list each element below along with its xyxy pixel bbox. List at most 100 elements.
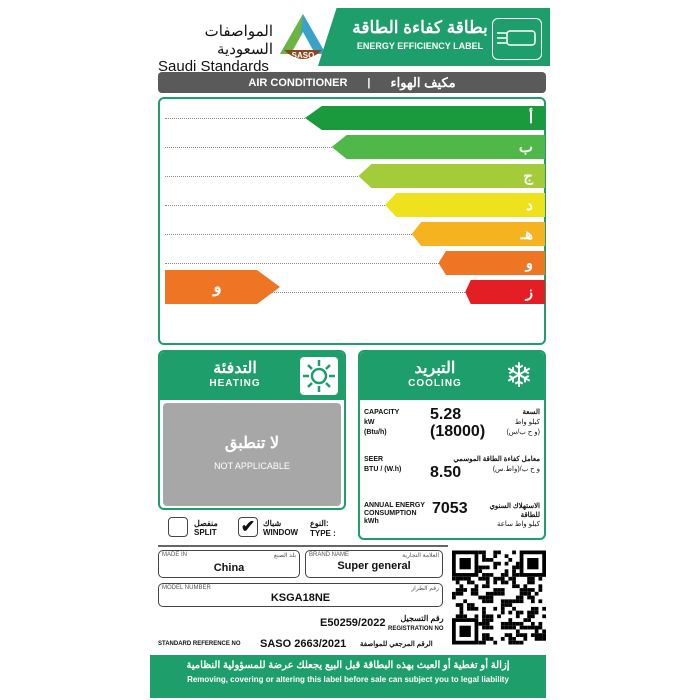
rating-guide-line bbox=[165, 147, 332, 148]
rating-arrow: ب bbox=[331, 135, 545, 159]
footer-warning: إزالة أو تغطية أو العبث بهذه البطاقة قبل… bbox=[150, 655, 546, 698]
cooling-panel: التبريد COOLING ❄ CAPACITY kW (Btu/h) 5.… bbox=[358, 350, 546, 540]
selected-rating-pointer: و bbox=[165, 270, 280, 304]
window-en: WINDOW bbox=[263, 528, 299, 537]
capacity-label: CAPACITY bbox=[364, 409, 400, 416]
sun-icon bbox=[300, 357, 338, 395]
rating-label: هـ bbox=[520, 226, 533, 243]
annual-value: 7053 bbox=[432, 500, 468, 517]
standard-label: STANDARD REFERENCE NO bbox=[158, 641, 241, 647]
seer-label-ar: معامل كفاءة الطاقة الموسمي bbox=[453, 456, 540, 463]
capacity-unit-btuh: (Btu/h) bbox=[364, 429, 387, 436]
made-in-label: MADE IN bbox=[162, 552, 188, 558]
label-title-en: ENERGY EFFICIENCY LABEL bbox=[356, 41, 484, 51]
qr-code[interactable] bbox=[452, 550, 546, 645]
na-en: NOT APPLICABLE bbox=[214, 461, 290, 471]
category-bar: AIR CONDITIONER | مكيف الهواء bbox=[158, 72, 546, 93]
rating-guide-line bbox=[165, 176, 359, 177]
annual-unit: kWh bbox=[364, 518, 379, 525]
made-in-value: China bbox=[213, 562, 245, 574]
heating-not-applicable: لا تنطبق NOT APPLICABLE bbox=[163, 403, 341, 506]
divider bbox=[158, 545, 448, 547]
made-in-field: MADE IN بلد الصنع China bbox=[158, 550, 300, 578]
window-ar: شباك bbox=[263, 519, 282, 528]
seer-label: SEER bbox=[364, 456, 384, 463]
type-ar: النوع: bbox=[310, 519, 329, 528]
type-label: النوع: TYPE : bbox=[310, 519, 336, 539]
registration-label: رقم التسجيل REGISTRATION NO bbox=[388, 614, 444, 634]
rating-arrow: ج bbox=[358, 164, 545, 188]
capacity-unit-ar: كيلو واط bbox=[514, 419, 540, 426]
seer-value: 8.50 bbox=[430, 464, 462, 481]
org-name: المواصفات السعودية Saudi Standards bbox=[158, 22, 273, 75]
registration-value: E50259/2022 bbox=[320, 617, 386, 629]
model-label-ar: رقم الطراز bbox=[411, 586, 439, 592]
rating-label: د bbox=[526, 197, 533, 214]
annual-unit-ar: كيلو واط ساعة bbox=[497, 521, 540, 528]
category-en: AIR CONDITIONER bbox=[248, 76, 348, 89]
footer-ar: إزالة أو تغطية أو العبث بهذه البطاقة قبل… bbox=[186, 660, 510, 671]
model-field: MODEL NUMBER رقم الطراز KSGA18NE bbox=[158, 583, 443, 607]
split-checkbox[interactable] bbox=[168, 517, 188, 537]
brand-label-ar: العلامة التجارية bbox=[402, 553, 439, 559]
rating-label: ب bbox=[518, 139, 533, 156]
annual-label-2: CONSUMPTION bbox=[364, 510, 417, 517]
rating-arrow: و bbox=[438, 251, 545, 275]
annual-label-ar: الاستهلاك السنوي للطاقة bbox=[489, 503, 540, 519]
rating-label: و bbox=[525, 255, 533, 272]
capacity-kw-value: 5.28 bbox=[430, 406, 462, 423]
label-title-ar: بطاقة كفاءة الطاقة bbox=[352, 18, 488, 37]
annual-label-1: ANNUAL ENERGY bbox=[364, 502, 425, 509]
label-title: بطاقة كفاءة الطاقة ENERGY EFFICIENCY LAB… bbox=[350, 18, 490, 51]
heating-title-en: HEATING bbox=[209, 378, 261, 389]
capacity-unit-kw: kW bbox=[364, 419, 375, 426]
capacity-unit2-ar: (و ح ب/س) bbox=[506, 429, 540, 436]
rating-guide-line bbox=[165, 234, 412, 235]
seer-unit-ar: و ح ب/(واط.س) bbox=[492, 466, 540, 473]
window-checkbox[interactable]: ✔ bbox=[238, 517, 258, 537]
cooling-values: CAPACITY kW (Btu/h) 5.28 (18000) السعة ك… bbox=[360, 400, 544, 538]
selected-rating-label: و bbox=[213, 277, 222, 296]
rating-arrow: ز bbox=[465, 280, 545, 304]
rating-guide-line bbox=[165, 118, 305, 119]
brand-value: Super general bbox=[337, 560, 411, 572]
saso-logo: SASO bbox=[278, 12, 328, 62]
na-ar: لا تنطبق bbox=[224, 435, 280, 452]
rating-label: أ bbox=[528, 110, 533, 127]
window-label: شباك WINDOW bbox=[263, 519, 298, 537]
footer-en: Removing, covering or altering this labe… bbox=[187, 675, 509, 684]
rating-label: ج bbox=[523, 168, 533, 185]
category-separator: | bbox=[367, 76, 371, 89]
split-ar: منفصل bbox=[194, 519, 218, 528]
org-name-ar: المواصفات السعودية bbox=[204, 23, 273, 58]
model-value: KSGA18NE bbox=[270, 592, 331, 604]
rating-arrow: أ bbox=[305, 106, 545, 130]
brand-label: BRAND NAME bbox=[309, 552, 350, 558]
heating-panel: التدفئة HEATING لا تنطبق NOT APPLICABLE bbox=[158, 350, 346, 510]
standard-value: SASO 2663/2021 bbox=[260, 638, 347, 650]
capacity-btuh-value: (18000) bbox=[430, 423, 486, 440]
made-in-label-ar: بلد الصنع bbox=[273, 553, 296, 559]
label-header bbox=[318, 8, 550, 66]
registration-ar: رقم التسجيل bbox=[400, 614, 444, 623]
svg-text:SASO: SASO bbox=[292, 51, 315, 60]
model-label: MODEL NUMBER bbox=[162, 585, 211, 591]
air-conditioner-icon bbox=[492, 18, 542, 60]
rating-arrow: د bbox=[385, 193, 545, 217]
org-name-en: Saudi Standards bbox=[158, 58, 269, 75]
rating-arrow: هـ bbox=[411, 222, 545, 246]
cooling-title-ar: التبريد bbox=[414, 360, 456, 377]
registration-en: REGISTRATION NO bbox=[388, 626, 444, 632]
rating-guide-line bbox=[165, 263, 439, 264]
split-label: منفصل SPLIT bbox=[194, 519, 218, 537]
capacity-label-ar: السعة bbox=[522, 409, 540, 416]
brand-field: BRAND NAME العلامة التجارية Super genera… bbox=[305, 550, 443, 578]
standard-label-ar: الرقم المرجعي للمواصفة bbox=[360, 641, 433, 648]
rating-guide-line bbox=[165, 205, 386, 206]
category-ar: مكيف الهواء bbox=[390, 74, 456, 90]
heating-title-ar: التدفئة bbox=[213, 360, 257, 377]
type-en: TYPE : bbox=[310, 529, 336, 538]
cooling-title-en: COOLING bbox=[408, 378, 462, 389]
split-en: SPLIT bbox=[194, 528, 217, 537]
rating-guide-line bbox=[165, 292, 466, 293]
